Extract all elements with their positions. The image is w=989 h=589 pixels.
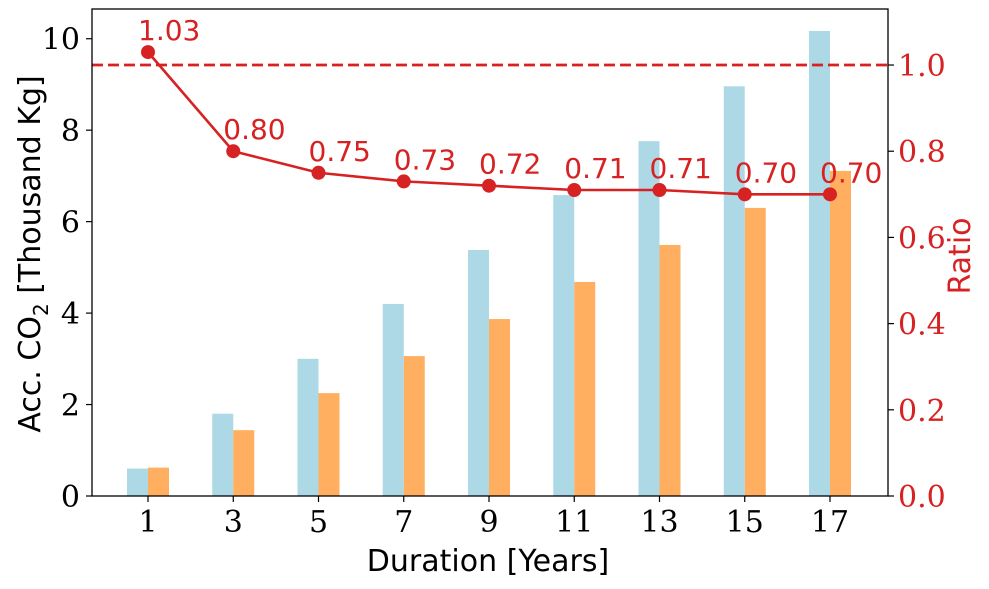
bar-series1-15 (723, 86, 745, 496)
ratio-point-1 (141, 45, 155, 60)
ratio-label-1: 1.03 (138, 14, 200, 47)
plot-frame (91, 8, 889, 497)
ratio-point-13 (652, 183, 667, 198)
ratio-label-17: 0.70 (820, 156, 882, 189)
bar-series2-15 (744, 207, 766, 496)
bars-series-1 (127, 30, 830, 497)
y-axis-left-label: Acc. CO2 [Thousand Kg] (13, 75, 53, 432)
x-tick-label: 1 (138, 505, 157, 540)
bar-series2-9 (489, 319, 510, 496)
ratio-line-group (141, 45, 837, 202)
left-tick-label: 8 (61, 114, 80, 149)
x-tick-label: 9 (479, 505, 498, 540)
ratio-point-7 (396, 174, 411, 189)
right-tick-label: 0.8 (898, 135, 946, 170)
bar-series1-7 (382, 303, 404, 496)
bar-series1-11 (553, 195, 575, 496)
x-axis-label: Duration [Years] (367, 544, 609, 579)
right-tick-label: 0.4 (898, 308, 946, 343)
right-tick-label: 0.2 (898, 394, 946, 429)
right-tick-label: 0.0 (898, 480, 946, 515)
x-axis-ticks: 1 3 5 7 9 11 13 15 17 (138, 496, 849, 540)
x-tick-label: 5 (309, 505, 328, 540)
bar-series2-5 (318, 393, 340, 496)
left-tick-label: 4 (61, 297, 80, 332)
bar-series1-5 (297, 358, 319, 496)
ratio-point-15 (737, 187, 752, 202)
ratio-label-13: 0.71 (650, 152, 712, 185)
right-tick-label: 1.0 (898, 49, 946, 84)
bar-series1-9 (468, 249, 489, 496)
bar-series2-3 (233, 430, 255, 496)
ratio-point-9 (482, 178, 496, 193)
ratio-label-11: 0.71 (564, 152, 626, 185)
bar-series1-13 (638, 141, 660, 496)
data-labels-group: 1.03 0.80 0.75 0.73 0.72 0.71 0.71 0.70 0.70 (138, 14, 882, 189)
ratio-label-3: 0.80 (223, 113, 285, 146)
left-tick-label: 0 (61, 480, 80, 515)
bar-series2-17 (830, 170, 851, 497)
bar-series2-13 (659, 244, 681, 496)
right-tick-label: 0.6 (898, 221, 946, 256)
ratio-label-15: 0.70 (735, 156, 797, 189)
left-tick-label: 6 (61, 206, 80, 241)
x-tick-label: 11 (555, 505, 593, 540)
ratio-point-17 (823, 187, 837, 202)
bar-series1-17 (809, 30, 830, 497)
right-axis-ticks: 0.0 0.2 0.4 0.6 0.8 1.0 (888, 49, 946, 515)
bar-series2-1 (148, 467, 169, 496)
x-tick-label: 17 (811, 505, 849, 540)
ratio-label-9: 0.72 (479, 148, 541, 181)
left-tick-label: 2 (61, 389, 80, 424)
bar-series1-3 (212, 413, 234, 496)
x-tick-label: 15 (726, 505, 764, 540)
left-tick-label: 10 (42, 23, 80, 58)
ratio-label-5: 0.75 (309, 135, 371, 168)
left-axis-ticks: 0 2 4 6 8 10 (42, 23, 92, 515)
bar-series1-1 (127, 468, 148, 496)
bar-series2-11 (574, 281, 596, 496)
bar-series2-7 (403, 356, 425, 496)
bars-series-2 (148, 170, 851, 497)
x-tick-label: 13 (640, 505, 678, 540)
y-axis-right-label: Ratio (943, 217, 978, 294)
ratio-label-7: 0.73 (394, 143, 456, 176)
ratio-point-3 (226, 144, 241, 159)
ratio-point-11 (567, 183, 582, 198)
x-tick-label: 3 (224, 505, 243, 540)
x-tick-label: 7 (394, 505, 413, 540)
ratio-point-5 (311, 165, 326, 180)
